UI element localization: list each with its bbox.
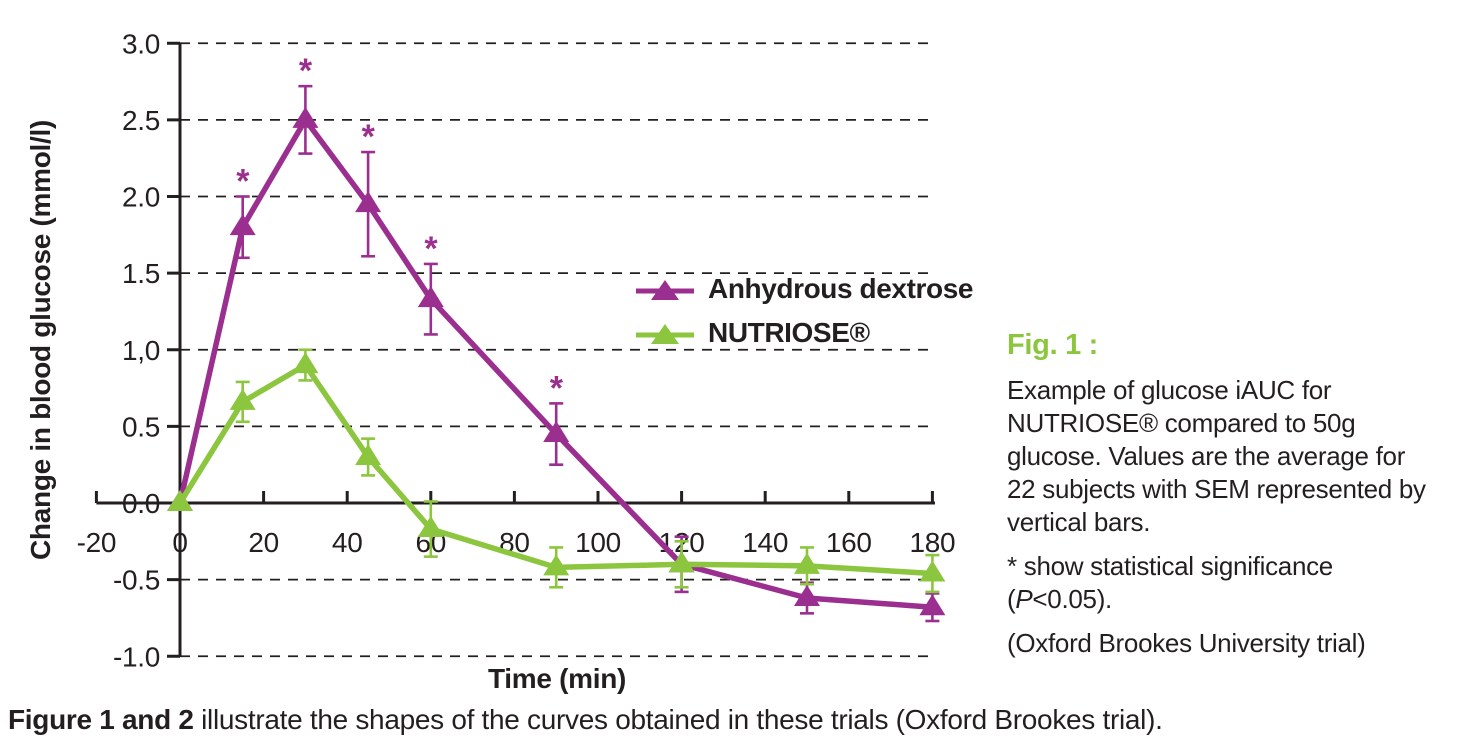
- triangle-marker: [919, 594, 946, 616]
- figure-significance-note: * show statistical significance (P<0.05)…: [1007, 550, 1431, 616]
- triangle-marker: [292, 352, 319, 374]
- significance-asterisk: *: [550, 369, 564, 407]
- triangle-marker: [229, 388, 256, 410]
- triangle-marker: [794, 552, 820, 574]
- x-tick-label: 20: [248, 527, 279, 558]
- y-tick-label: 1.5: [122, 258, 160, 289]
- triangle-marker: [543, 421, 570, 443]
- triangle-marker: [417, 286, 444, 308]
- triangle-marker: [417, 516, 444, 538]
- significance-asterisk: *: [299, 52, 313, 90]
- triangle-marker: [355, 191, 382, 213]
- bottom-caption-text: illustrate the shapes of the curves obta…: [193, 704, 1163, 735]
- y-axis-title: Change in blood glucose (mmol/l): [25, 120, 56, 560]
- y-tick-label: -1.0: [113, 641, 160, 672]
- x-axis-title: Time (min): [488, 663, 626, 694]
- triangle-marker-icon: [636, 280, 694, 300]
- y-tick-label: 0.5: [122, 411, 160, 442]
- x-tick-label: 140: [742, 527, 788, 558]
- line-chart: 3.0 2.5 2.0 1.5 1,0 0.5 0.0 -0.5 -1.0 -20 0 20 40 60 8…: [25, 28, 956, 694]
- significance-asterisk: *: [236, 163, 250, 201]
- y-tick-label: -0.5: [113, 565, 160, 596]
- chart-canvas: 3.02.52.01.51,00.50.0-0.5-1.0-20 0 20 40 60 8…: [25, 28, 956, 694]
- tick-labels: 3.02.52.01.51,00.50.0-0.5-1.0-20 0 20 40 60 8…: [77, 28, 956, 672]
- legend-label: Anhydrous dextrose: [708, 273, 974, 304]
- triangle-marker: [794, 585, 820, 607]
- bottom-caption-lead: Figure 1 and 2: [8, 704, 194, 735]
- triangle-marker: [668, 551, 695, 573]
- x-tick-label: -20: [77, 527, 117, 558]
- significance-note-threshold: <0.05).: [1032, 584, 1112, 614]
- chart-legend: Anhydrous dextrose NUTRIOSE®: [636, 272, 973, 360]
- figure-side-caption: Fig. 1 : Example of glucose iAUC for NUT…: [1007, 329, 1459, 660]
- y-tick-label: 0.0: [122, 488, 160, 519]
- y-tick-label: 3.0: [122, 28, 160, 59]
- figure-caption-body: Example of glucose iAUC for NUTRIOSE® co…: [1007, 375, 1426, 537]
- triangle-marker: [919, 560, 946, 582]
- x-tick-label: 100: [575, 527, 621, 558]
- significance-asterisk: *: [424, 230, 438, 268]
- y-tick-label: 2.0: [122, 182, 160, 213]
- series-nutriose: [167, 348, 946, 594]
- triangle-marker: [167, 490, 193, 511]
- significance-note-pvalue-symbol: P: [1015, 584, 1033, 614]
- legend-label: NUTRIOSE®: [708, 317, 870, 348]
- x-tick-label: 40: [332, 527, 363, 558]
- figure-bottom-caption: Figure 1 and 2 illustrate the shapes of …: [8, 704, 1163, 736]
- triangle-marker: [543, 554, 570, 576]
- triangle-marker-icon: [636, 324, 694, 344]
- triangle-marker: [229, 214, 256, 236]
- legend-item-nutriose: NUTRIOSE®: [636, 316, 973, 350]
- legend-item-anhydrous-dextrose: Anhydrous dextrose: [636, 272, 973, 306]
- x-tick-label: 180: [909, 527, 955, 558]
- figure-heading: Fig. 1 :: [1007, 329, 1099, 361]
- triangle-marker: [292, 106, 319, 128]
- series-anhydrous-dextrose: * * * * *: [167, 52, 946, 623]
- x-tick-label: 0: [172, 527, 187, 558]
- figure-trial-note: (Oxford Brookes University trial): [1007, 628, 1366, 658]
- x-tick-label: 160: [826, 527, 872, 558]
- y-tick-label: 2.5: [122, 105, 160, 136]
- y-tick-label: 1,0: [122, 335, 160, 366]
- significance-note-text: * show statistical significance (: [1007, 551, 1333, 614]
- significance-asterisk: *: [362, 118, 376, 156]
- triangle-marker: [355, 444, 382, 466]
